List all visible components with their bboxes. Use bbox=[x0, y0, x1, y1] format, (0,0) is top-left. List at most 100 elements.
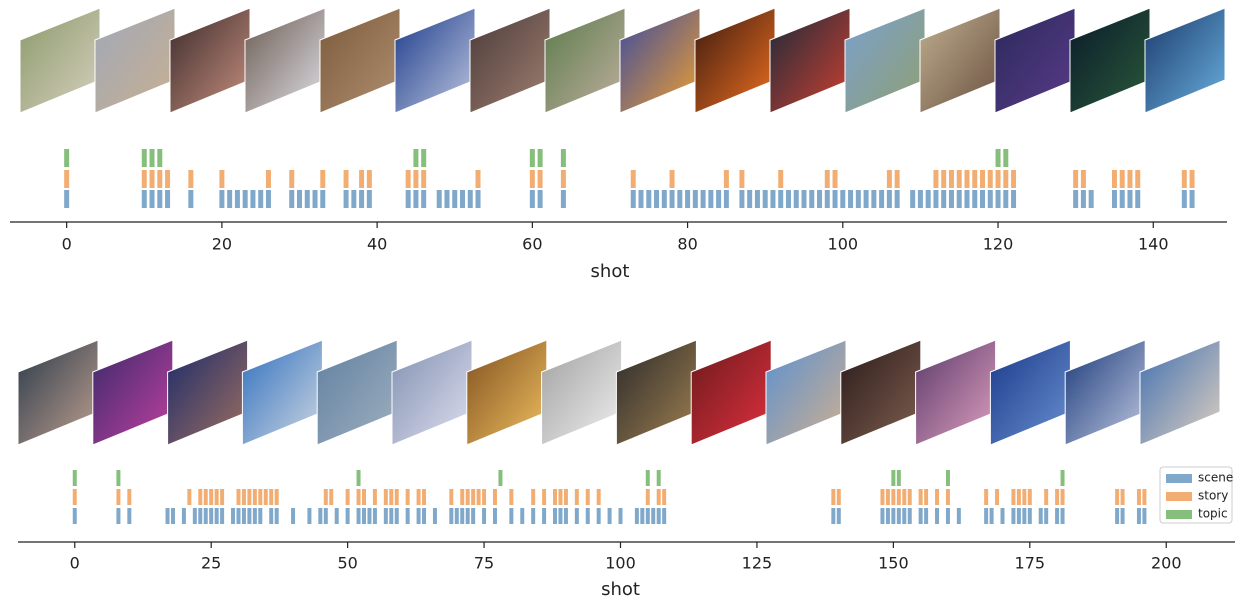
thumbnail bbox=[242, 340, 322, 445]
x-tick-label: 0 bbox=[62, 235, 72, 254]
event-bar bbox=[831, 489, 835, 505]
event-bar bbox=[553, 508, 557, 524]
event-bar bbox=[389, 489, 393, 505]
event-bar bbox=[209, 489, 213, 505]
event-bar bbox=[747, 190, 752, 208]
event-bar bbox=[64, 149, 69, 167]
event-bar bbox=[996, 170, 1001, 188]
event-bar bbox=[236, 508, 240, 524]
event-bar bbox=[946, 470, 950, 486]
event-bar bbox=[193, 508, 197, 524]
event-bar bbox=[1190, 170, 1195, 188]
event-bar bbox=[946, 489, 950, 505]
event-bar bbox=[724, 170, 729, 188]
thumbnail bbox=[18, 340, 98, 445]
event-bar bbox=[198, 489, 202, 505]
thumbnail bbox=[395, 8, 475, 113]
thumbnail bbox=[841, 340, 921, 445]
event-bar bbox=[908, 489, 912, 505]
event-bar bbox=[247, 489, 251, 505]
event-bar bbox=[724, 190, 729, 208]
thumbnail bbox=[467, 340, 547, 445]
event-bar bbox=[493, 489, 497, 505]
event-bar bbox=[313, 190, 318, 208]
event-bar bbox=[670, 170, 675, 188]
thumbnail bbox=[317, 340, 397, 445]
event-bar bbox=[980, 190, 985, 208]
event-bar bbox=[864, 190, 869, 208]
event-bar bbox=[344, 170, 349, 188]
thumbnail bbox=[170, 8, 250, 113]
event-bar bbox=[1011, 508, 1015, 524]
event-bar bbox=[531, 508, 535, 524]
event-bar bbox=[1112, 170, 1117, 188]
event-bar bbox=[275, 489, 279, 505]
event-bar bbox=[1120, 170, 1125, 188]
event-bar bbox=[219, 190, 224, 208]
event-bar bbox=[1011, 170, 1016, 188]
event-bar bbox=[289, 170, 294, 188]
event-bar bbox=[346, 508, 350, 524]
event-bar bbox=[242, 508, 246, 524]
event-bar bbox=[357, 489, 361, 505]
event-bar bbox=[157, 149, 162, 167]
event-bar bbox=[413, 190, 418, 208]
event-bar bbox=[1121, 508, 1125, 524]
event-bar bbox=[421, 190, 426, 208]
event-bar bbox=[538, 149, 543, 167]
thumbnail bbox=[766, 340, 846, 445]
event-bar bbox=[856, 190, 861, 208]
event-bar bbox=[631, 170, 636, 188]
event-bar bbox=[73, 470, 77, 486]
event-bar bbox=[980, 170, 985, 188]
x-tick-label: 25 bbox=[201, 554, 221, 573]
x-tick-label: 100 bbox=[828, 235, 859, 254]
event-bar bbox=[1135, 170, 1140, 188]
legend-swatch bbox=[1166, 492, 1192, 501]
thumbnail bbox=[95, 8, 175, 113]
event-bar bbox=[646, 489, 650, 505]
thumbnail bbox=[93, 340, 173, 445]
event-bar bbox=[597, 508, 601, 524]
event-bar bbox=[941, 190, 946, 208]
event-bar bbox=[324, 508, 328, 524]
event-bar bbox=[1137, 508, 1141, 524]
event-bar bbox=[1003, 149, 1008, 167]
x-tick-label: 100 bbox=[605, 554, 636, 573]
event-bar bbox=[335, 508, 339, 524]
thumbnail bbox=[695, 8, 775, 113]
event-bar bbox=[964, 170, 969, 188]
x-tick-label: 200 bbox=[1151, 554, 1182, 573]
event-bar bbox=[433, 508, 437, 524]
event-bar bbox=[897, 508, 901, 524]
event-bar bbox=[542, 489, 546, 505]
event-bar bbox=[879, 190, 884, 208]
event-bar bbox=[778, 170, 783, 188]
thumbnail bbox=[691, 340, 771, 445]
event-bar bbox=[693, 190, 698, 208]
event-bar bbox=[561, 190, 566, 208]
event-bar bbox=[266, 170, 271, 188]
event-bar bbox=[157, 190, 162, 208]
event-bar bbox=[825, 170, 830, 188]
event-bar bbox=[531, 489, 535, 505]
event-bar bbox=[886, 508, 890, 524]
event-bar bbox=[406, 508, 410, 524]
event-bar bbox=[471, 508, 475, 524]
event-bar bbox=[618, 508, 622, 524]
thumbnail bbox=[320, 8, 400, 113]
event-bar bbox=[640, 508, 644, 524]
event-bar bbox=[880, 489, 884, 505]
event-bar bbox=[1081, 170, 1086, 188]
event-bar bbox=[1003, 190, 1008, 208]
event-bar bbox=[564, 508, 568, 524]
event-bar bbox=[437, 190, 442, 208]
event-bar bbox=[389, 508, 393, 524]
thumbnail bbox=[845, 8, 925, 113]
event-bar bbox=[530, 149, 535, 167]
event-bar bbox=[266, 190, 271, 208]
event-bar bbox=[1120, 190, 1125, 208]
event-bar bbox=[406, 489, 410, 505]
event-bar bbox=[964, 190, 969, 208]
event-bar bbox=[558, 489, 562, 505]
